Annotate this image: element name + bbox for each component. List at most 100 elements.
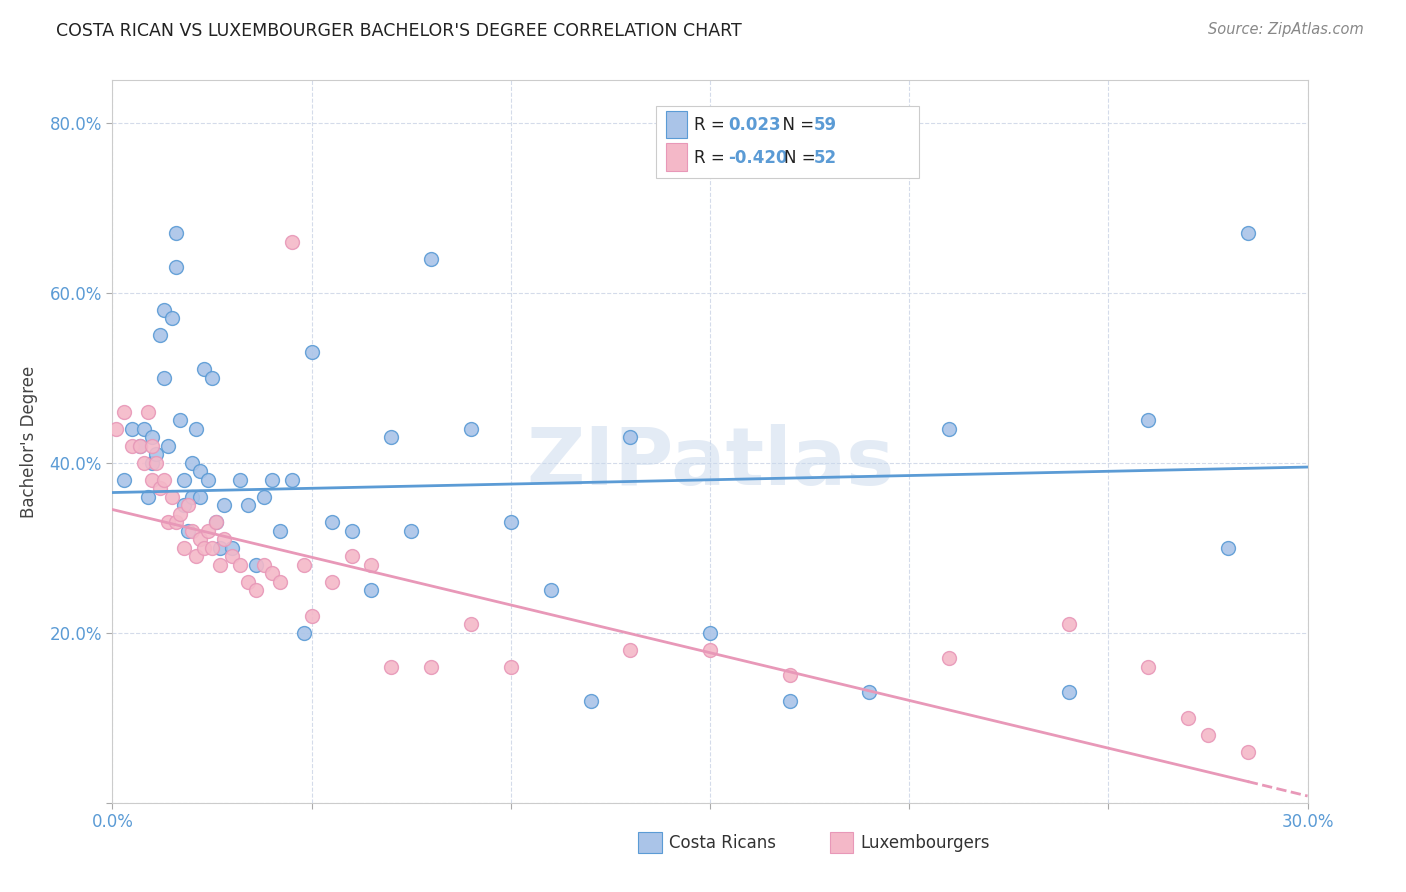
Text: Source: ZipAtlas.com: Source: ZipAtlas.com bbox=[1208, 22, 1364, 37]
Text: 59: 59 bbox=[814, 116, 837, 134]
Point bbox=[186, 422, 208, 436]
Point bbox=[1237, 745, 1260, 759]
Point bbox=[188, 464, 211, 478]
Point bbox=[236, 574, 259, 589]
Point bbox=[153, 473, 176, 487]
Point bbox=[245, 558, 267, 572]
Point bbox=[188, 533, 211, 547]
Text: -0.420: -0.420 bbox=[728, 149, 787, 167]
Point bbox=[173, 473, 195, 487]
Point bbox=[401, 524, 423, 538]
Point bbox=[209, 558, 232, 572]
Y-axis label: Bachelor's Degree: Bachelor's Degree bbox=[21, 366, 38, 517]
Point bbox=[201, 371, 224, 385]
Point bbox=[699, 625, 721, 640]
FancyBboxPatch shape bbox=[657, 105, 920, 178]
Point bbox=[212, 498, 235, 512]
Point bbox=[420, 660, 443, 674]
Text: ZIPatlas: ZIPatlas bbox=[526, 425, 894, 502]
Point bbox=[134, 422, 156, 436]
Point bbox=[1057, 617, 1080, 632]
Point bbox=[938, 651, 960, 665]
Point bbox=[420, 252, 443, 266]
Point bbox=[229, 558, 252, 572]
Point bbox=[281, 235, 304, 249]
Point bbox=[460, 617, 482, 632]
Point bbox=[221, 541, 243, 555]
Point bbox=[938, 422, 960, 436]
Point bbox=[197, 473, 219, 487]
Point bbox=[245, 583, 267, 598]
Point bbox=[321, 574, 343, 589]
Point bbox=[1216, 541, 1239, 555]
Point bbox=[141, 456, 163, 470]
Point bbox=[201, 541, 224, 555]
Point bbox=[292, 558, 315, 572]
Point bbox=[619, 430, 641, 444]
Point bbox=[205, 516, 228, 530]
Point bbox=[499, 660, 522, 674]
Point bbox=[779, 668, 801, 682]
Point bbox=[209, 541, 232, 555]
Point bbox=[162, 311, 183, 326]
Point bbox=[340, 524, 363, 538]
Point bbox=[281, 473, 304, 487]
Point bbox=[162, 490, 183, 504]
Point bbox=[779, 694, 801, 708]
Point bbox=[460, 422, 482, 436]
Point bbox=[253, 558, 276, 572]
Point bbox=[181, 524, 204, 538]
Point bbox=[1197, 728, 1219, 742]
Point bbox=[1137, 413, 1160, 427]
Point bbox=[165, 227, 187, 241]
Point bbox=[193, 541, 215, 555]
Point bbox=[229, 473, 252, 487]
Point bbox=[340, 549, 363, 564]
Bar bbox=[666, 111, 688, 138]
Point bbox=[153, 371, 176, 385]
Point bbox=[858, 685, 880, 699]
Point bbox=[699, 642, 721, 657]
Point bbox=[1137, 660, 1160, 674]
Point bbox=[260, 566, 283, 581]
Point bbox=[129, 439, 152, 453]
Point bbox=[301, 345, 323, 359]
Point bbox=[134, 456, 156, 470]
Text: N =: N = bbox=[785, 149, 821, 167]
Point bbox=[177, 524, 200, 538]
Point bbox=[292, 625, 315, 640]
Point bbox=[121, 439, 143, 453]
Point bbox=[499, 516, 522, 530]
Point bbox=[145, 447, 167, 461]
Point bbox=[193, 362, 215, 376]
Point bbox=[186, 549, 208, 564]
Point bbox=[269, 574, 291, 589]
Point bbox=[236, 498, 259, 512]
Point bbox=[540, 583, 562, 598]
Point bbox=[105, 422, 128, 436]
Point bbox=[173, 541, 195, 555]
Text: R =: R = bbox=[695, 149, 731, 167]
Point bbox=[153, 302, 176, 317]
Point bbox=[141, 439, 163, 453]
Point bbox=[260, 473, 283, 487]
Text: N =: N = bbox=[772, 116, 820, 134]
Text: Costa Ricans: Costa Ricans bbox=[669, 833, 776, 852]
Point bbox=[321, 516, 343, 530]
Point bbox=[165, 516, 187, 530]
Point bbox=[579, 694, 602, 708]
Point bbox=[221, 549, 243, 564]
Point bbox=[212, 533, 235, 547]
Point bbox=[121, 422, 143, 436]
Point bbox=[380, 430, 402, 444]
Point bbox=[380, 660, 402, 674]
Point bbox=[141, 430, 163, 444]
Point bbox=[360, 558, 382, 572]
Point bbox=[145, 456, 167, 470]
Point bbox=[138, 405, 160, 419]
Point bbox=[169, 413, 191, 427]
Point bbox=[197, 524, 219, 538]
Point bbox=[157, 516, 180, 530]
Point bbox=[157, 439, 180, 453]
Text: Luxembourgers: Luxembourgers bbox=[860, 833, 990, 852]
